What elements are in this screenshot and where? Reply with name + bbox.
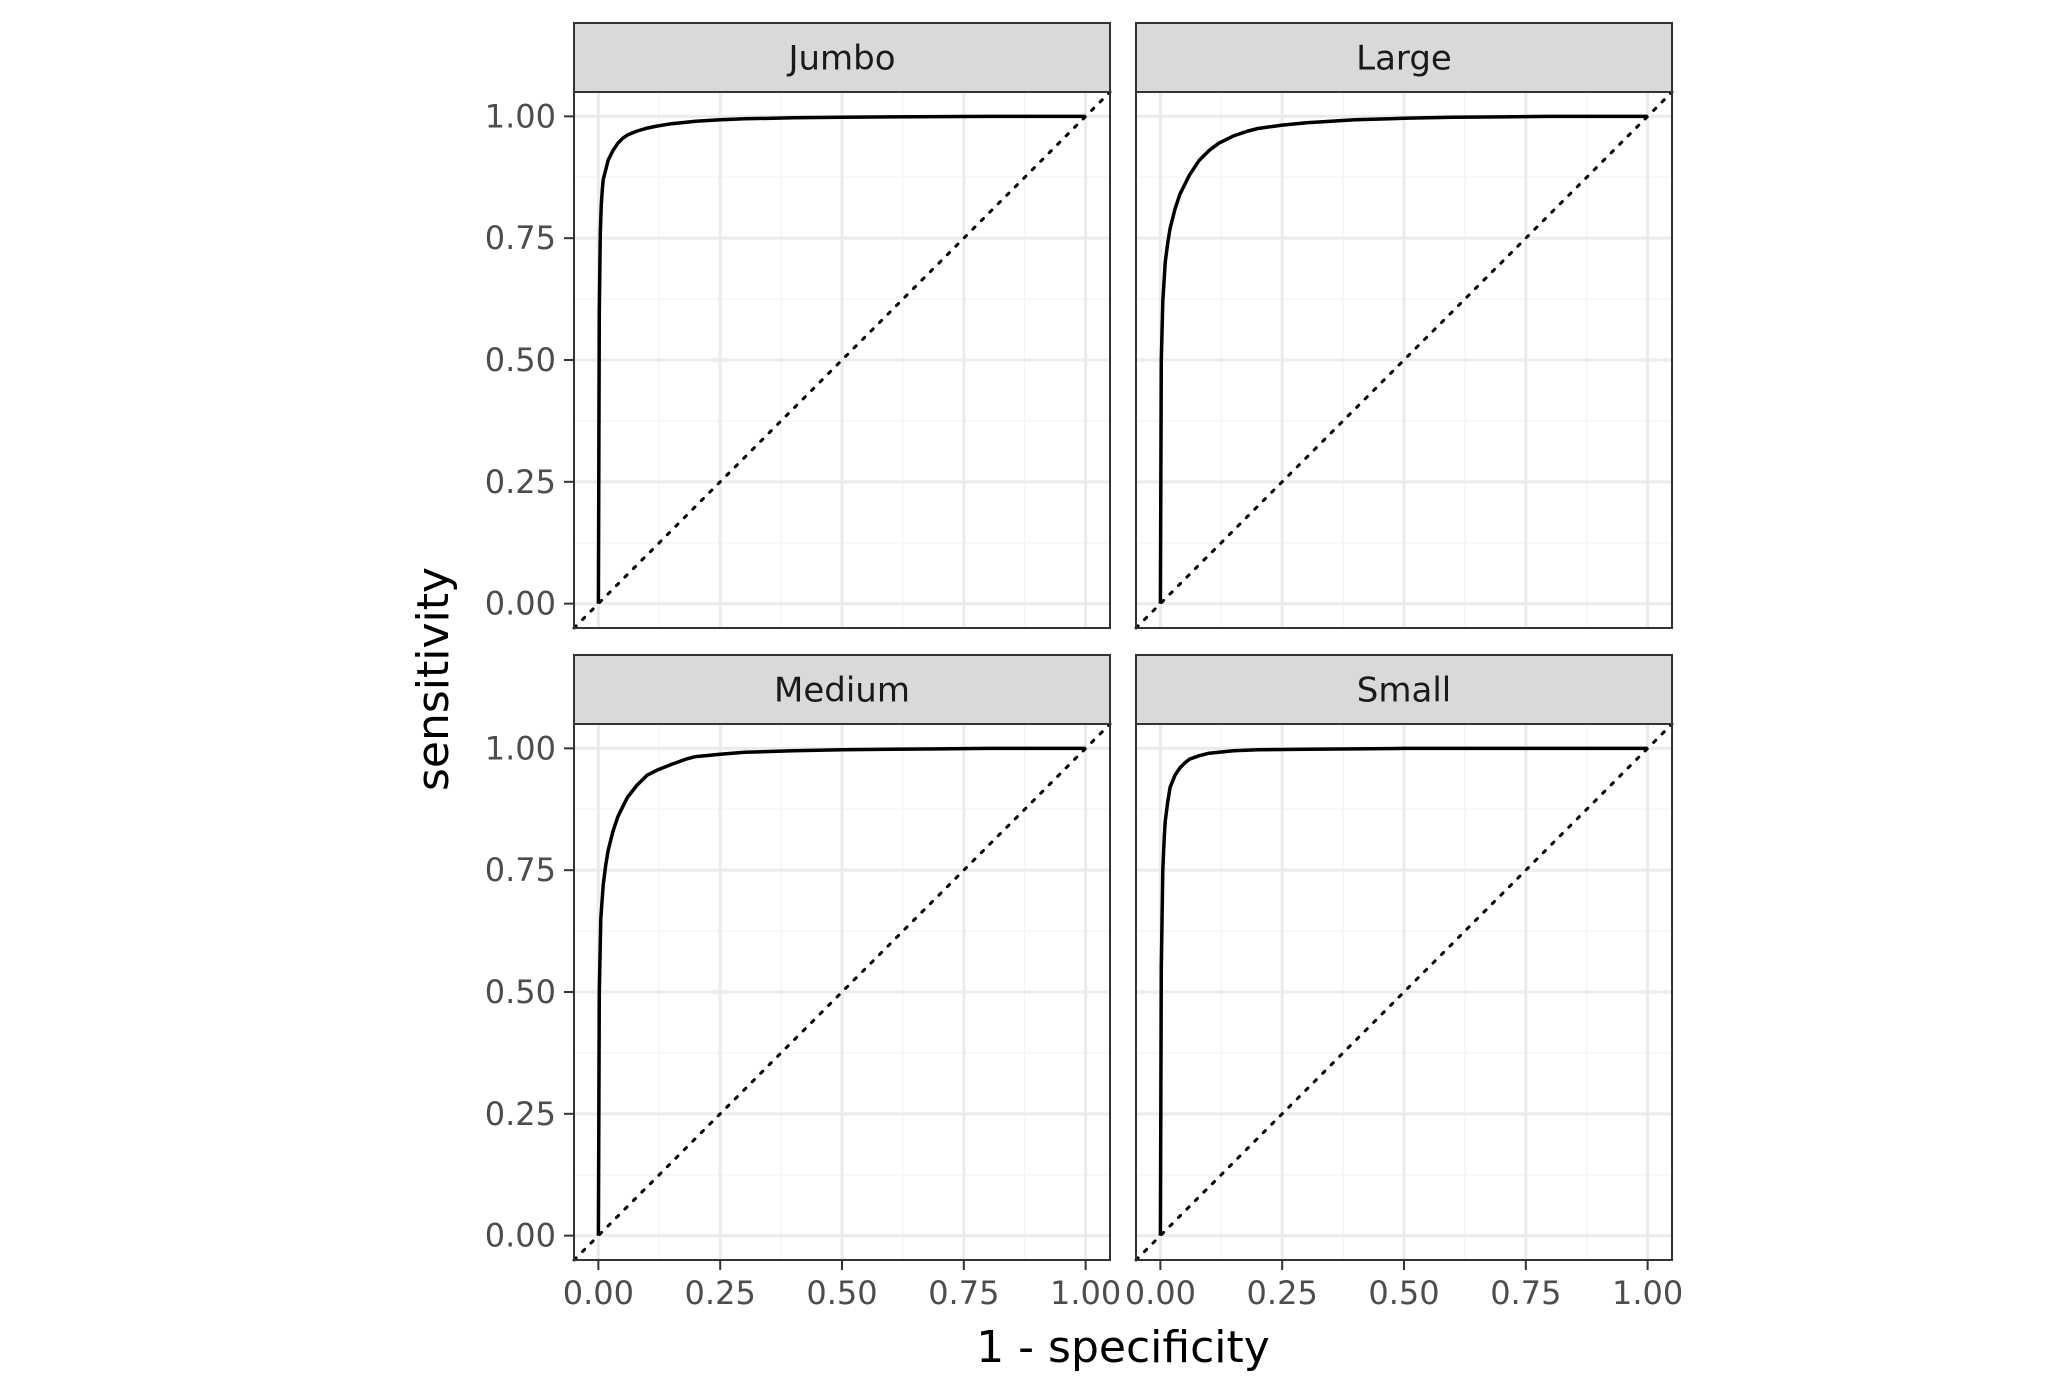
x-tick-label: 1.00: [1612, 1274, 1683, 1312]
y-tick-label: 0.50: [485, 341, 556, 379]
x-axis-title: 1 - specificity: [976, 1322, 1270, 1373]
facet-label: Small: [1357, 671, 1451, 711]
y-tick-label: 0.75: [485, 851, 556, 889]
x-tick-label: 0.00: [563, 1274, 634, 1312]
facet-strip: [1135, 22, 1673, 93]
x-tick-label: 0.50: [1368, 1274, 1439, 1312]
roc-curve: [596, 746, 1086, 1236]
x-tick-label: 0.25: [1247, 1274, 1318, 1312]
x-tick-label: 1.00: [1050, 1274, 1121, 1312]
panel-jumbo: Jumbo 0.00 0.25 0.50 0.75 1.00: [485, 22, 1112, 630]
y-axis-title: sensitivity: [408, 567, 459, 791]
panel-small: Small 0.00 0.25 0.50 0.75 1.00: [1125, 654, 1683, 1312]
facet-strip: [573, 654, 1111, 725]
x-tick-label: 0.75: [928, 1274, 999, 1312]
facet-label: Large: [1356, 39, 1452, 79]
y-tick-label: 0.00: [485, 1217, 556, 1255]
x-tick-label: 0.75: [1490, 1274, 1561, 1312]
y-tick-label: 0.75: [485, 219, 556, 257]
facet-label: Medium: [774, 671, 910, 711]
y-tick-label: 0.25: [485, 463, 556, 501]
panel-medium: Medium 0.00 0.25 0.50 0.75 1.00 0.00 0.25 0.50 0.…: [485, 654, 1121, 1312]
y-tick-label: 1.00: [485, 729, 556, 767]
y-tick-label: 0.50: [485, 973, 556, 1011]
roc-curve: [1158, 114, 1648, 604]
roc-curve: [1158, 746, 1648, 1236]
x-tick-label: 0.50: [806, 1274, 877, 1312]
facet-strip: [573, 22, 1111, 93]
panels-layer: Jumbo 0.00 0.25 0.50 0.75 1.00 Large Medium 0.00…: [485, 22, 1683, 1312]
facet-strip: [1135, 654, 1673, 725]
x-tick-label: 0.00: [1125, 1274, 1196, 1312]
panel-large: Large: [1134, 22, 1674, 630]
facet-label: Jumbo: [786, 39, 895, 79]
roc-curve: [596, 114, 1086, 604]
y-tick-label: 0.25: [485, 1095, 556, 1133]
y-tick-label: 1.00: [485, 97, 556, 135]
y-tick-label: 0.00: [485, 585, 556, 623]
x-tick-label: 0.25: [685, 1274, 756, 1312]
